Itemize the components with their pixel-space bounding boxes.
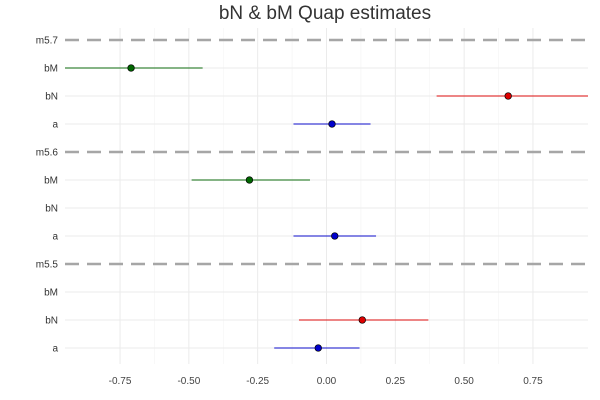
y-tick-label: bN [45,316,58,327]
y-axis-labels: m5.7 bM bN a m5.6 bM bN a m5.5 bM bN a [36,36,59,355]
y-tick-label: m5.6 [36,148,59,159]
y-tick-label: bM [44,176,58,187]
y-tick-label: a [52,344,58,355]
x-tick-label: 0.75 [523,376,543,387]
x-tick-label: 0.25 [386,376,406,387]
x-tick-label: 0.00 [317,376,337,387]
point-estimate-a [314,344,322,352]
point-estimate-a [331,232,339,240]
x-tick-label: 0.50 [454,376,474,387]
grid-layer [65,28,588,364]
y-tick-label: bM [44,64,58,75]
y-tick-label: m5.7 [36,36,59,47]
point-estimate-bM [245,176,254,184]
point-estimate-a [328,120,336,128]
y-tick-label: bM [44,288,58,299]
point-layer [127,64,512,352]
y-tick-label: m5.5 [36,260,59,271]
y-tick-label: bN [45,204,58,215]
y-tick-label: a [52,232,58,243]
chart-title: bN & bM Quap estimates [219,3,431,24]
x-tick-label: -0.75 [109,376,132,387]
x-tick-label: -0.25 [246,376,269,387]
y-tick-label: bN [45,92,58,103]
point-estimate-bN [504,92,512,100]
point-estimate-bN [358,316,366,324]
y-tick-label: a [52,120,58,131]
x-axis-labels: -0.75 -0.50 -0.25 0.00 0.25 0.50 0.75 [109,376,543,387]
point-estimate-bM [127,64,135,72]
x-tick-label: -0.50 [177,376,200,387]
